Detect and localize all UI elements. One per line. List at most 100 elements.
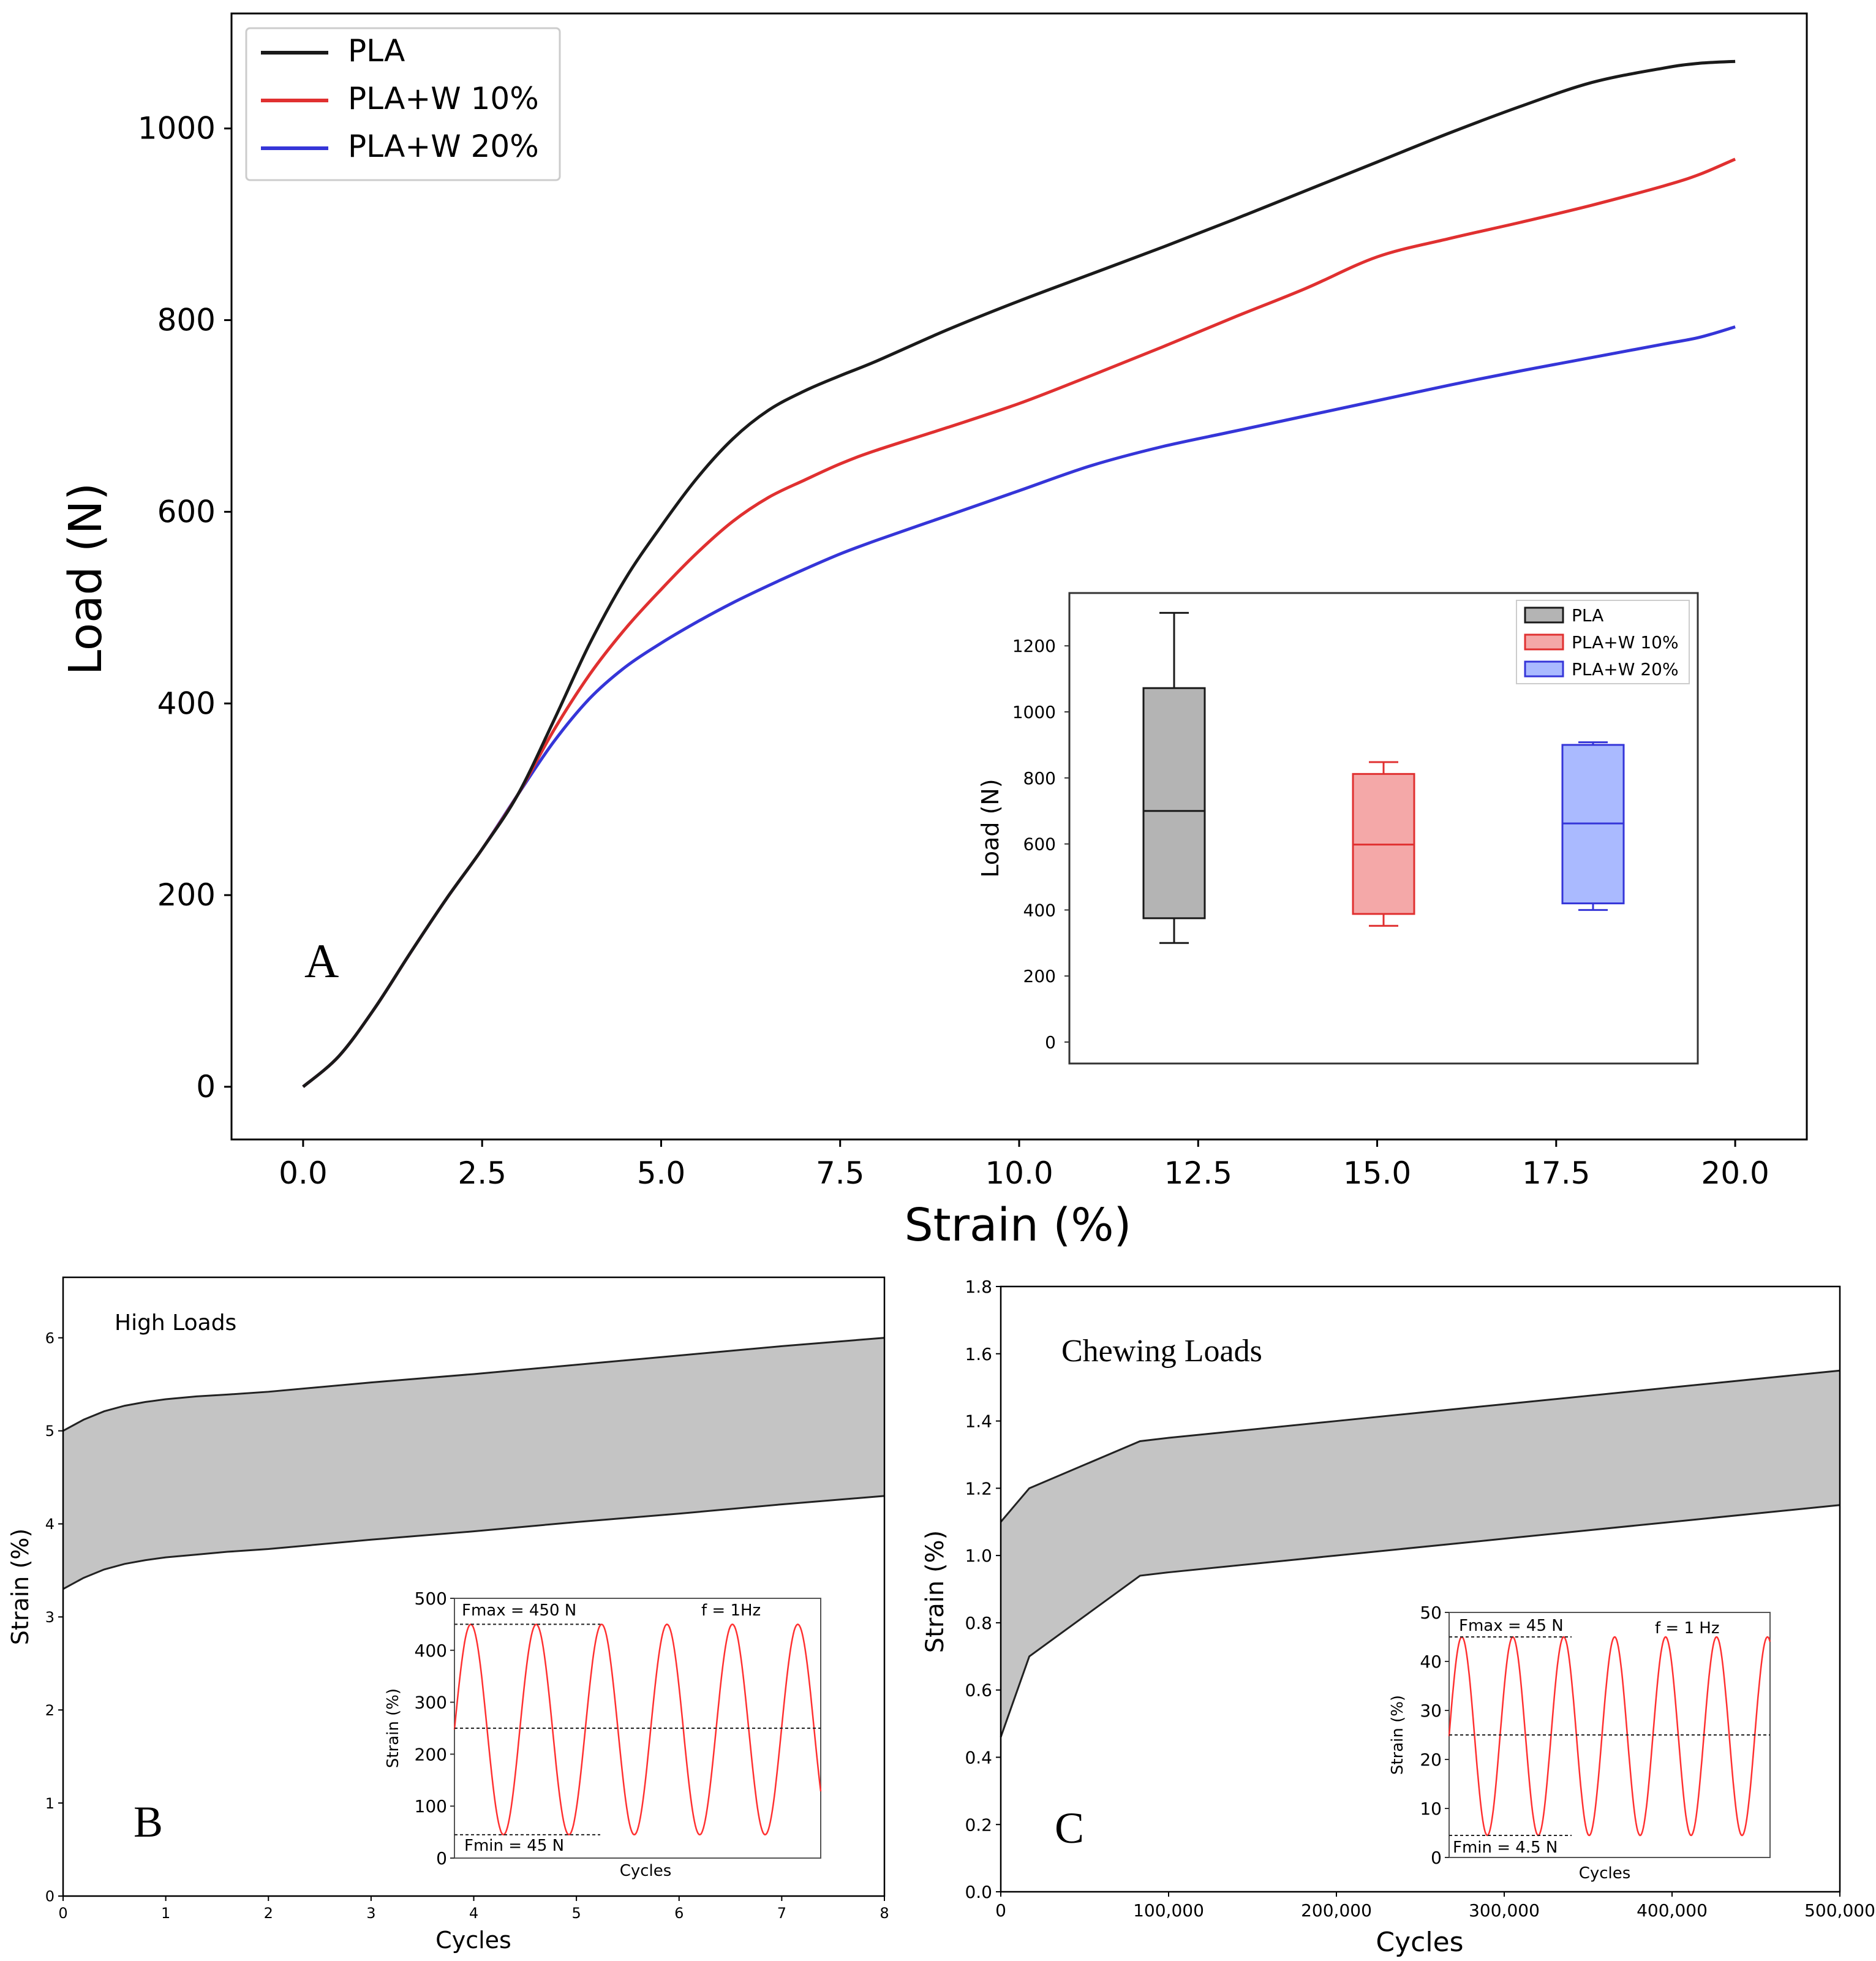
b-inset-fmin: Fmin = 45 N [464,1837,564,1855]
legend-box [245,27,561,181]
a-xtick-label: 7.5 [816,1155,865,1191]
ci-ytick-label: 0 [1431,1848,1442,1868]
panel-c-xlabel: Cycles [1376,1927,1463,1958]
panel-b-frame [62,1276,886,1897]
bi-ytick-label: 0 [436,1848,447,1868]
b-ytick-label: 0 [45,1888,55,1905]
bi-ytick-label: 200 [415,1744,447,1764]
c-inset-xlabel: Cycles [1579,1864,1631,1883]
b-inset-freq: f = 1Hz [701,1601,761,1620]
panel-a-inset: 0 200 400 600 800 1000 1200 Load (N) PLA PLA+W… [977,592,1699,1065]
panel-c: 0 100,000 200,000 300,000 400,000 500,0000.00… [921,1277,1875,1958]
legend-label-w20: PLA+W 20% [348,129,539,164]
ci-ytick-label: 20 [1420,1750,1442,1770]
inset-ytick-label: 1000 [1012,702,1056,722]
c-inset-lines [1448,1636,1771,1837]
c-ytick-label: 0.8 [965,1613,992,1633]
c-xtick-label: 0 [995,1900,1006,1921]
c-ytick-label: 0.4 [965,1748,992,1768]
inset-legend-label-w20: PLA+W 20% [1572,659,1679,679]
c-upper-line [1000,1369,1840,1523]
a-xtick-label: 10.0 [985,1155,1053,1191]
panel-c-label: C [1055,1804,1084,1853]
bi-ytick-label: 100 [415,1796,447,1816]
legend-label-pla: PLA [348,33,405,69]
b-upper-line [62,1337,885,1432]
panel-a-label: A [304,934,339,988]
c-ytick-label: 1.8 [965,1277,992,1297]
b-inset-fmax: Fmax = 450 N [462,1601,576,1620]
panel-b-xlabel: Cycles [435,1927,511,1954]
b-band-fill [63,1337,884,1589]
panel-a-legend: PLA PLA+W 10% PLA+W 20% [245,27,561,181]
b-xtick-label: 6 [674,1905,684,1922]
panel-a-lines [302,59,1736,1088]
ci-ytick-label: 10 [1420,1799,1442,1819]
panel-c-ylabel: Strain (%) [921,1530,949,1653]
panel-a-xlabel: Strain (%) [905,1199,1132,1252]
ci-sine [1448,1636,1771,1837]
a-ytick-label: 400 [157,686,216,721]
panel-c-band [1000,1369,1840,1738]
inset-ticks: 0 200 400 600 800 1000 1200 [1012,636,1069,1052]
c-inset-ticks: 0 10 20 30 40 50 [1420,1603,1449,1868]
bi-ytick-label: 300 [415,1693,447,1713]
b-lower-line [62,1495,885,1590]
panel-b-label: B [134,1797,163,1846]
inset-legend-swatch-w20 [1524,660,1564,678]
b-xtick-label: 8 [880,1905,889,1922]
c-inset-fmin: Fmin = 4.5 N [1453,1838,1558,1857]
c-xtick-label: 200,000 [1301,1900,1372,1921]
a-xtick-label: 0.0 [279,1155,328,1191]
c-ytick-label: 0.2 [965,1815,992,1835]
c-ytick-label: 0.0 [965,1882,992,1902]
b-xtick-label: 4 [469,1905,478,1922]
c-ytick-label: 0.6 [965,1680,992,1701]
a-ytick-label: 600 [157,494,216,529]
legend-label-w10: PLA+W 10% [348,81,539,116]
ci-ytick-label: 30 [1420,1701,1442,1721]
inset-legend-swatch-pla [1524,606,1564,624]
panel-c-title: Chewing Loads [1061,1334,1262,1369]
a-xtick-label: 5.0 [637,1155,686,1191]
b-ytick-label: 5 [45,1423,55,1440]
inset-ytick-label: 600 [1023,834,1056,855]
a-xtick-label: 12.5 [1164,1155,1232,1191]
b-inset-lines [453,1623,822,1836]
panel-c-inset: 0 10 20 30 40 50 Fmax = 45 N Fmin = 4.5 N f =… [1388,1603,1771,1883]
panel-b: 0 1 2 3 4 5 6 7 8 0 1 2 3 4 5 6 High Loads Cycles Strai… [7,1276,889,1954]
panel-b-ticks: 0 1 2 3 4 5 6 7 8 0 1 2 3 4 5 6 [45,1329,889,1922]
a-ytick-label: 0 [196,1069,216,1105]
b-ytick-label: 3 [45,1609,55,1626]
inset-legend-swatch-w10 [1524,633,1564,651]
b-xtick-label: 2 [264,1905,273,1922]
c-band-fill [1001,1370,1840,1737]
a-ytick-label: 200 [157,877,216,913]
b-xtick-label: 3 [366,1905,375,1922]
panel-a: 0.0 2.5 5.0 7.5 10.0 12.5 15.0 17.5 20.0 0 200 400 6… [59,12,1808,1252]
c-ytick-label: 1.2 [965,1478,992,1498]
c-inset-fmax: Fmax = 45 N [1459,1617,1564,1635]
b-xtick-label: 5 [571,1905,581,1922]
inset-ytick-label: 1200 [1012,636,1056,656]
c-ytick-label: 1.0 [965,1546,992,1566]
series-line-pla [302,59,1736,1088]
b-ytick-label: 4 [45,1516,55,1533]
ci-ytick-label: 40 [1420,1652,1442,1672]
b-ytick-label: 6 [45,1329,55,1347]
c-xtick-label: 100,000 [1133,1900,1204,1921]
b-xtick-label: 7 [777,1905,786,1922]
panel-a-ylabel: Load (N) [59,483,112,675]
c-xtick-label: 500,000 [1804,1900,1875,1921]
c-lower-line [1000,1504,1840,1738]
c-ytick-label: 1.4 [965,1411,992,1432]
bi-sine [453,1623,822,1836]
panel-c-frame [1000,1285,1841,1893]
inset-ytick-label: 400 [1023,900,1056,920]
ci-ytick-label: 50 [1420,1603,1442,1623]
c-inset-ylabel: Strain (%) [1388,1695,1407,1775]
inset-legend: PLA PLA+W 10% PLA+W 20% [1516,600,1690,684]
a-xtick-label: 20.0 [1701,1155,1769,1191]
panel-a-ticks: 0.0 2.5 5.0 7.5 10.0 12.5 15.0 17.5 20.0 0 200 400 6… [138,111,1769,1191]
